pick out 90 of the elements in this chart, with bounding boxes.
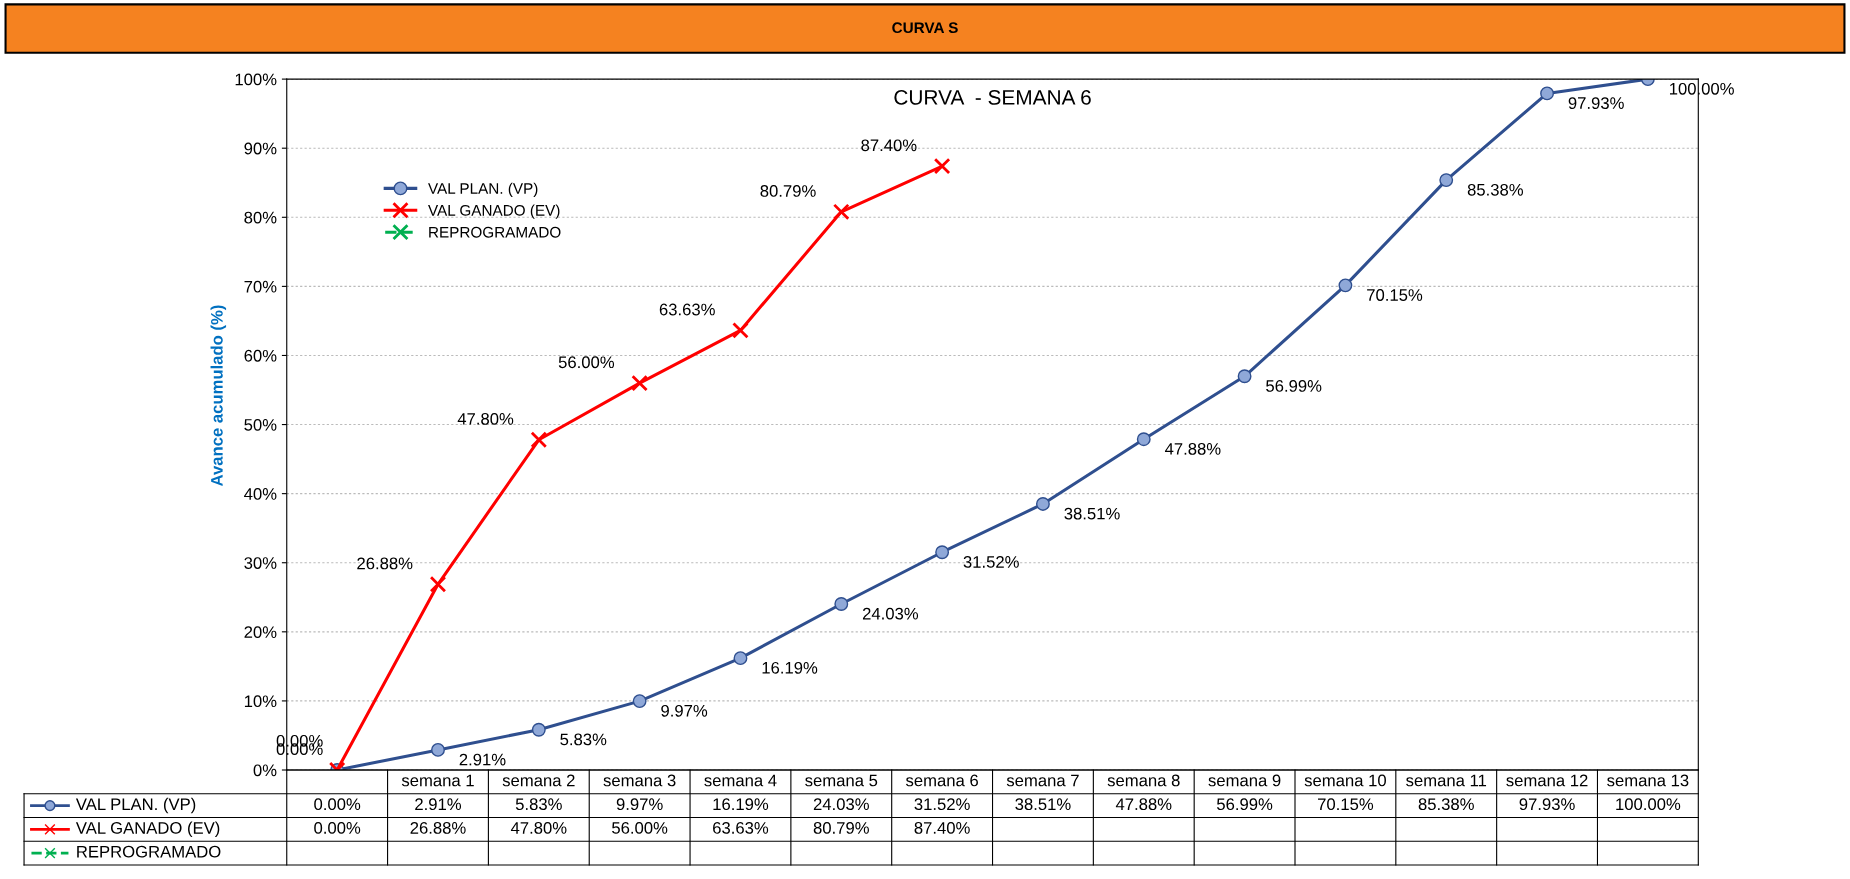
- data-label: 0.00%: [314, 798, 361, 811]
- text: 5.83%: [560, 733, 607, 746]
- data-label: 80.79%: [813, 822, 869, 834]
- point: [632, 694, 647, 709]
- y-tick-label: 10%: [244, 695, 277, 708]
- chart-subtitle: CURVA - SEMANA 6: [894, 90, 1091, 105]
- point: [1035, 496, 1050, 511]
- data-label: 2.91%: [415, 798, 462, 811]
- text: VAL PLAN. (VP): [75, 797, 196, 814]
- point: [733, 651, 748, 666]
- x-tick-label: semana 6: [905, 774, 978, 787]
- text: 24.03%: [862, 607, 919, 620]
- text: 56.99%: [1266, 380, 1322, 392]
- point: [431, 742, 445, 757]
- data-label: 56.99%: [1216, 798, 1273, 811]
- point: [1540, 86, 1555, 101]
- data-label: 24.03%: [813, 798, 869, 811]
- y-axis-title: Avance acumulado (%): [210, 305, 227, 487]
- data-label: 16.19%: [713, 798, 769, 811]
- text: REPROGRAMADO: [77, 845, 221, 858]
- y-tick-label: 30%: [244, 557, 277, 569]
- data-label: 26.88%: [410, 822, 466, 834]
- point: [1136, 432, 1151, 447]
- data-label: 47.80%: [510, 822, 567, 834]
- point: [935, 545, 950, 560]
- y-tick-label: 40%: [244, 488, 277, 500]
- y-tick-label: 100%: [235, 73, 277, 86]
- text: 38.51%: [1064, 507, 1120, 520]
- point: [933, 157, 951, 175]
- point: [732, 322, 749, 339]
- text: 31.52%: [963, 556, 1019, 568]
- text: 87.40%: [861, 139, 917, 152]
- data-label: 70.15%: [1318, 798, 1374, 811]
- point: [1338, 278, 1353, 293]
- data-label: 63.63%: [713, 822, 769, 834]
- point: [530, 431, 548, 449]
- legend-label: VAL PLAN. (VP): [428, 182, 538, 197]
- text: 85.38%: [1467, 183, 1523, 196]
- text: 80.79%: [760, 185, 816, 197]
- legend-label: VAL GANADO (EV): [428, 204, 560, 219]
- text: 16.19%: [762, 661, 818, 674]
- text: VAL GANADO (EV): [75, 821, 220, 838]
- y-tick-label: 90%: [244, 142, 277, 155]
- legend-label: REPROGRAMADO: [429, 226, 561, 238]
- data-label: 85.38%: [1418, 798, 1474, 811]
- point: [1237, 369, 1252, 384]
- x-tick-label: semana 12: [1506, 774, 1588, 787]
- point: [631, 374, 648, 392]
- point: [832, 203, 850, 221]
- chart-title: CURVA S: [892, 22, 958, 34]
- text: 97.93%: [1568, 97, 1624, 109]
- x-tick-label: semana 5: [805, 774, 878, 787]
- data-label: 87.40%: [914, 822, 970, 834]
- y-tick-label: 70%: [244, 280, 277, 293]
- x-tick-label: semana 2: [502, 774, 575, 787]
- x-tick-label: semana 13: [1607, 774, 1689, 787]
- data-label: 5.83%: [515, 798, 562, 811]
- text: 26.88%: [357, 557, 413, 570]
- x-tick-label: semana 4: [704, 774, 777, 787]
- x-tick-label: semana 10: [1304, 774, 1386, 787]
- y-tick-label: 60%: [244, 349, 277, 362]
- x-tick-label: semana 3: [603, 774, 676, 787]
- data-label: 0.00%: [314, 822, 361, 834]
- text: 70.15%: [1367, 289, 1423, 301]
- y-tick-label: 20%: [244, 626, 277, 639]
- text: 47.88%: [1164, 442, 1221, 455]
- data-label: 100.00%: [1616, 798, 1681, 811]
- point: [834, 597, 849, 611]
- x-tick-label: semana 9: [1208, 774, 1281, 787]
- x-tick-label: semana 1: [401, 774, 474, 787]
- point: [429, 575, 447, 593]
- x-tick-label: semana 8: [1107, 774, 1180, 787]
- point: [531, 722, 546, 737]
- y-tick-label: 80%: [244, 211, 277, 224]
- text: 56.00%: [558, 356, 615, 369]
- x-tick-label: semana 7: [1006, 774, 1079, 787]
- x-tick-label: semana 11: [1406, 774, 1487, 787]
- text: 47.80%: [457, 412, 514, 425]
- data-label: 38.51%: [1015, 798, 1071, 811]
- y-tick-label: 0%: [253, 764, 277, 777]
- data-label: 9.97%: [616, 798, 663, 811]
- y-tick-label: 50%: [244, 418, 277, 431]
- text: 9.97%: [661, 704, 708, 717]
- point: [1439, 173, 1454, 188]
- text: 63.63%: [659, 303, 715, 316]
- data-label: 97.93%: [1519, 798, 1575, 811]
- data-label: 56.00%: [612, 822, 668, 834]
- text: 2.91%: [459, 753, 506, 766]
- data-label: 47.88%: [1115, 798, 1172, 811]
- data-label: 31.52%: [914, 798, 970, 811]
